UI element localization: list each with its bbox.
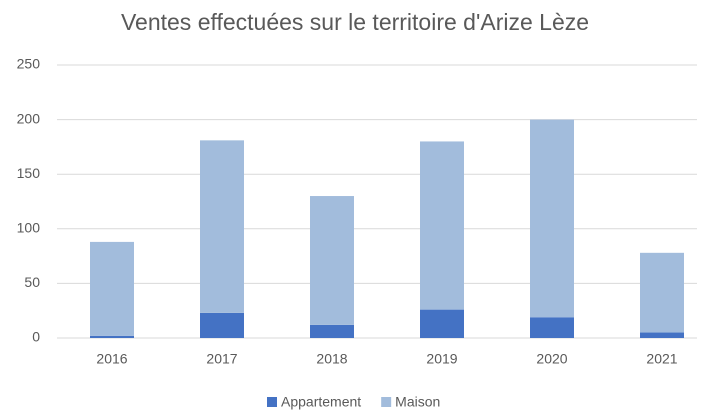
x-tick-label: 2019 [426,351,457,367]
y-tick-label: 150 [17,165,41,181]
bar [310,324,354,338]
x-tick-label: 2018 [316,351,347,367]
x-tick-label: 2016 [96,351,127,367]
y-tick-label: 250 [17,56,41,72]
legend-swatch [267,397,277,407]
y-tick-label: 0 [32,329,40,345]
legend-label: Maison [395,394,440,410]
bar [310,196,354,325]
legend-label: Appartement [281,394,361,410]
y-tick-label: 50 [24,274,40,290]
bar [530,317,574,338]
x-tick-label: 2017 [206,351,237,367]
bar [90,241,134,336]
bar [420,141,464,310]
x-tick-label: 2021 [646,351,677,367]
y-tick-label: 100 [17,220,41,236]
bar [420,309,464,338]
y-tick-label: 200 [17,110,41,126]
legend-swatch [381,397,392,407]
chart-title: Ventes effectuées sur le territoire d'Ar… [121,9,589,35]
bar [90,335,134,338]
bar [640,252,684,333]
bar [200,312,244,338]
bar [530,119,574,318]
x-tick-label: 2020 [536,351,567,367]
bar [640,332,684,338]
bar [200,140,244,313]
